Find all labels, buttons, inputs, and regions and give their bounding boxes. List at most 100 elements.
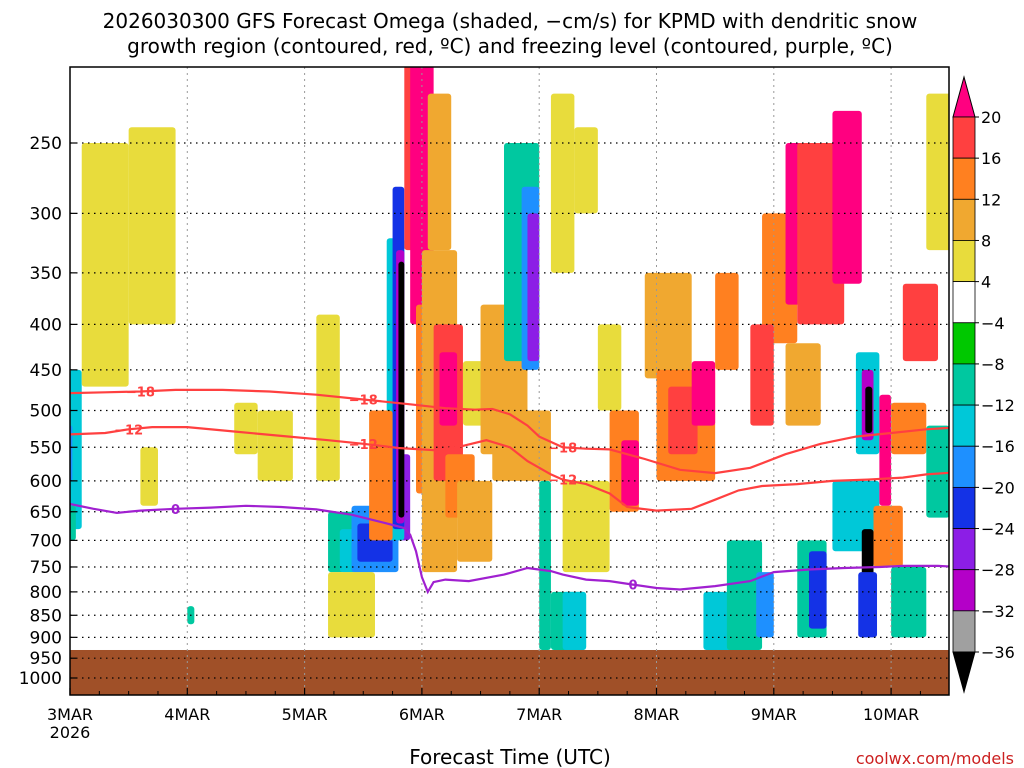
omega-cell bbox=[140, 447, 158, 506]
colorbar-label: 16 bbox=[981, 149, 1001, 168]
y-tick-label: 300 bbox=[30, 204, 62, 224]
colorbar-label: 8 bbox=[981, 231, 991, 250]
contour-label: −18 bbox=[126, 386, 155, 401]
omega-cell bbox=[785, 343, 821, 426]
omega-cell bbox=[891, 402, 927, 455]
contour-label: −18 bbox=[349, 394, 378, 409]
title-line-2: growth region (contoured, red, ºC) and f… bbox=[127, 34, 893, 58]
omega-cell bbox=[439, 352, 458, 426]
omega-cell bbox=[926, 425, 949, 518]
omega-cell bbox=[457, 480, 493, 562]
x-tick-label: 4MAR bbox=[164, 705, 210, 724]
colorbar-band bbox=[952, 198, 976, 241]
y-tick-label: 500 bbox=[30, 402, 62, 422]
omega-cell bbox=[926, 93, 949, 251]
colorbar-label: −36 bbox=[981, 643, 1015, 662]
omega-cell bbox=[328, 572, 375, 638]
omega-cell bbox=[70, 369, 82, 530]
y-tick-label: 850 bbox=[30, 606, 62, 626]
ground-surface bbox=[70, 649, 949, 695]
ground-fill bbox=[70, 649, 949, 695]
omega-cell bbox=[865, 386, 873, 433]
colorbar-band bbox=[952, 610, 976, 653]
omega-cell bbox=[234, 402, 258, 455]
x-tick-label: 6MAR bbox=[399, 705, 445, 724]
y-tick-label: 450 bbox=[30, 361, 62, 381]
colorbar-band bbox=[952, 116, 976, 159]
omega-cell bbox=[81, 143, 129, 387]
omega-cell bbox=[873, 505, 903, 567]
y-tick-label: 650 bbox=[30, 503, 62, 523]
contour-label: 0 bbox=[171, 503, 180, 518]
y-tick-label: 750 bbox=[30, 558, 62, 578]
colorbar-label: −4 bbox=[981, 314, 1005, 333]
colorbar-label: 4 bbox=[981, 273, 991, 292]
omega-cell bbox=[644, 272, 692, 379]
omega-cell bbox=[902, 283, 939, 362]
omega-cell bbox=[691, 361, 716, 426]
contour-line bbox=[70, 426, 949, 512]
colorbar-top-arrow bbox=[952, 75, 976, 118]
colorbar-band bbox=[952, 281, 976, 324]
y-tick-label: 250 bbox=[30, 134, 62, 154]
y-tick-label: 350 bbox=[30, 264, 62, 284]
colorbar-band bbox=[952, 445, 976, 488]
omega-cell bbox=[891, 566, 927, 638]
y-tick-label: 800 bbox=[30, 583, 62, 603]
colorbar-label: −20 bbox=[981, 478, 1015, 497]
omega-cell bbox=[832, 110, 862, 284]
colorbar-band bbox=[952, 240, 976, 283]
omega-cell bbox=[128, 127, 176, 325]
contour-label: −18 bbox=[548, 441, 577, 456]
x-tick-year: 2026 bbox=[50, 723, 91, 742]
colorbar-bottom-arrow bbox=[952, 651, 976, 694]
contour-line bbox=[70, 388, 949, 475]
colorbar-band bbox=[952, 404, 976, 447]
colorbar-band bbox=[952, 363, 976, 406]
colorbar-band bbox=[952, 569, 976, 612]
grid-lines bbox=[70, 67, 949, 695]
omega-cell bbox=[879, 394, 892, 506]
colorbar-label: −16 bbox=[981, 437, 1015, 456]
omega-cell bbox=[750, 324, 774, 426]
x-axis: 3MAR 4MAR 5MAR 6MAR 7MAR 8MAR 9MAR 10MAR bbox=[47, 688, 921, 724]
x-tick-label: 10MAR bbox=[863, 705, 919, 724]
omega-cell bbox=[562, 480, 610, 573]
omega-cell bbox=[562, 591, 587, 650]
x-tick-label: 3MAR bbox=[47, 705, 93, 724]
contour-label: −12 bbox=[548, 474, 577, 489]
chart-title: 2026030300 GFS Forecast Omega (shaded, −… bbox=[103, 9, 918, 58]
y-tick-label: 900 bbox=[30, 628, 62, 648]
x-axis-label: Forecast Time (UTC) bbox=[409, 745, 611, 768]
colorbar-band bbox=[952, 528, 976, 571]
contour-label: 0 bbox=[629, 579, 638, 594]
omega-cell bbox=[715, 272, 739, 370]
y-tick-label: 700 bbox=[30, 531, 62, 551]
colorbar-band bbox=[952, 486, 976, 529]
colorbar-label: −32 bbox=[981, 602, 1015, 621]
omega-cell bbox=[597, 324, 622, 411]
x-tick-label: 7MAR bbox=[516, 705, 562, 724]
omega-cell bbox=[539, 480, 551, 650]
colorbar-band bbox=[952, 157, 976, 200]
y-axis: 2503003504004505005506006507007508008509… bbox=[19, 134, 76, 689]
omega-cell bbox=[369, 410, 393, 541]
colorbar-label: −8 bbox=[981, 355, 1005, 374]
y-tick-label: 950 bbox=[30, 649, 62, 669]
colorbar-label: 20 bbox=[981, 108, 1001, 127]
omega-cell bbox=[257, 410, 293, 481]
omega-cell bbox=[756, 572, 774, 638]
colorbar-label: 12 bbox=[981, 190, 1001, 209]
y-tick-label: 600 bbox=[30, 472, 62, 492]
colorbar-band bbox=[952, 322, 976, 365]
omega-cell bbox=[668, 386, 698, 455]
omega-cell bbox=[427, 93, 452, 251]
contour-line bbox=[70, 502, 949, 595]
x-tick-label: 8MAR bbox=[633, 705, 679, 724]
title-line-1: 2026030300 GFS Forecast Omega (shaded, −… bbox=[103, 9, 918, 33]
y-tick-label: 400 bbox=[30, 315, 62, 335]
colorbar-label: −12 bbox=[981, 396, 1015, 415]
omega-cell bbox=[621, 440, 639, 506]
